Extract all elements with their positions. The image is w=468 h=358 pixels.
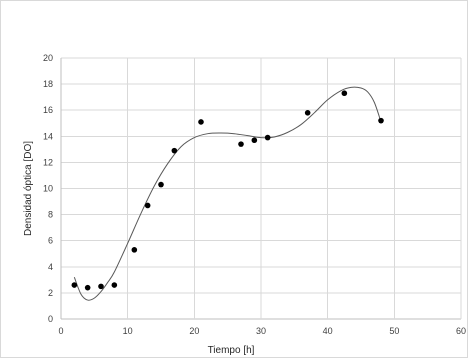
y-tick-label: 14 (43, 131, 53, 141)
data-point (98, 283, 104, 290)
data-point (144, 202, 151, 209)
data-point (238, 141, 244, 147)
data-point (111, 282, 118, 288)
y-tick-label: 0 (48, 314, 53, 324)
x-tick-label: 0 (58, 326, 63, 336)
x-tick-label: 60 (456, 326, 466, 336)
x-tick-label: 40 (323, 326, 333, 336)
x-tick-label: 10 (123, 326, 133, 336)
trendline-layer (73, 86, 382, 301)
trendline (73, 86, 382, 301)
y-tick-label: 20 (43, 53, 53, 63)
y-tick-label: 18 (43, 79, 53, 89)
y-tick-label: 2 (48, 288, 53, 298)
data-point (71, 282, 78, 288)
data-point (304, 110, 311, 116)
x-tick-label: 30 (256, 326, 266, 336)
y-tick-label: 4 (48, 262, 53, 272)
data-point (131, 247, 138, 253)
data-point (84, 284, 91, 291)
data-point (171, 147, 178, 154)
y-axis-title: Densidad óptica [DO] (23, 141, 34, 236)
y-tick-label: 16 (43, 105, 53, 115)
y-tick-label: 10 (43, 184, 53, 194)
data-point (264, 134, 271, 141)
y-tick-label: 8 (48, 210, 53, 220)
y-tick-label: 6 (48, 236, 53, 246)
tick-labels: 0 2 4 6 8 10 12 14 16 18 20 0 10 20 30 40 50 60 (43, 53, 466, 336)
x-tick-label: 50 (389, 326, 399, 336)
x-axis-title: Tiempo [h] (208, 345, 255, 356)
y-tick-label: 12 (43, 157, 53, 167)
data-point (378, 117, 384, 124)
x-tick-label: 20 (189, 326, 199, 336)
grid (60, 57, 462, 320)
data-points (71, 90, 384, 291)
data-point (158, 181, 164, 188)
data-point (341, 90, 348, 97)
data-point (251, 137, 258, 144)
data-point (198, 119, 204, 125)
